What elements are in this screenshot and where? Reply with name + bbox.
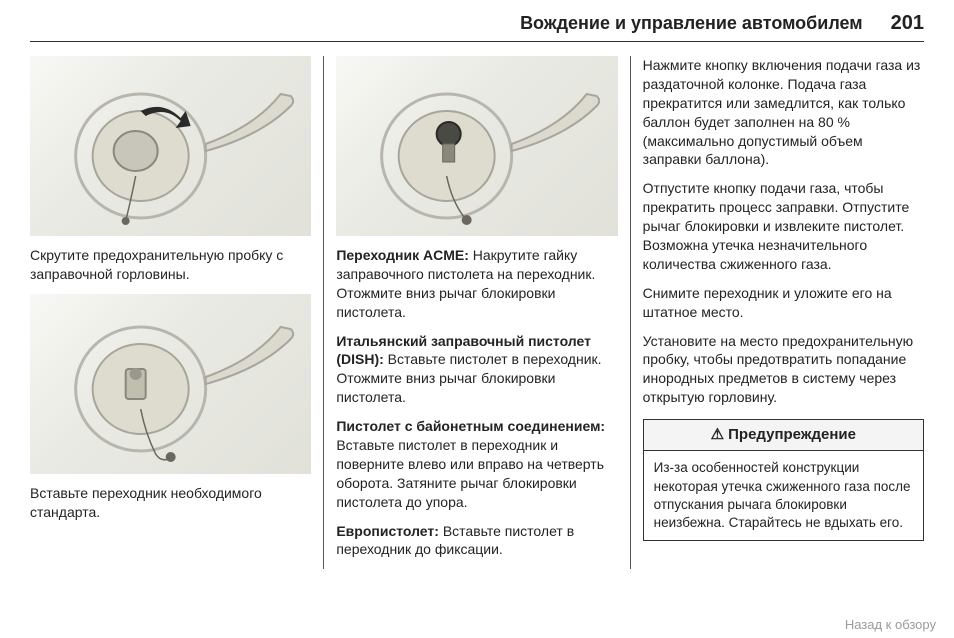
bold-acme: Переходник ACME: xyxy=(336,247,469,263)
para-remove-adapter: Снимите переходник и уложите его на штат… xyxy=(643,284,924,322)
para-dish: Итальянский заправочный пистолет (DISH):… xyxy=(336,332,617,408)
caption-insert-adapter: Вставьте переходник необходимого стандар… xyxy=(30,484,311,522)
bold-bayonet: Пистолет с байонетным соединением: xyxy=(336,418,605,434)
column-1: Скрутите предохранительную пробку с запр… xyxy=(30,56,323,569)
content-columns: Скрутите предохранительную пробку с запр… xyxy=(30,56,924,569)
warning-icon: ⚠ xyxy=(711,426,724,443)
page-number: 201 xyxy=(891,12,924,35)
bold-euro: Европистолет: xyxy=(336,523,439,539)
warning-box: ⚠Предупреждение Из-за особенностей конст… xyxy=(643,419,924,541)
para-replace-cap: Установите на место предохранительную пр… xyxy=(643,332,924,408)
warning-title: ⚠Предупреждение xyxy=(644,420,923,451)
warning-body: Из-за особенностей конструкции некоторая… xyxy=(644,451,923,540)
page-header: Вождение и управление автомобилем 201 xyxy=(30,12,924,42)
para-acme: Переходник ACME: Накрутите гайку заправо… xyxy=(336,246,617,322)
warning-title-text: Предупреждение xyxy=(728,426,856,443)
column-3: Нажмите кнопку включения подачи газа из … xyxy=(630,56,924,569)
text-bayonet: Вставьте пистолет в переходник и поверни… xyxy=(336,437,604,510)
para-release-button: Отпустите кнопку подачи газа, чтобы прек… xyxy=(643,179,924,273)
column-2: Переходник ACME: Накрутите гайку заправо… xyxy=(323,56,629,569)
figure-unscrew-cap xyxy=(30,56,311,236)
para-euro: Европистолет: Вставьте пистолет в перехо… xyxy=(336,522,617,560)
para-bayonet: Пистолет с байонетным соединением: Встав… xyxy=(336,417,617,511)
back-to-overview-link[interactable]: Назад к обзору xyxy=(845,617,936,632)
figure-insert-adapter xyxy=(30,294,311,474)
caption-unscrew: Скрутите предохранительную пробку с запр… xyxy=(30,246,311,284)
figure-adapter-fitted xyxy=(336,56,617,236)
section-title: Вождение и управление автомобилем xyxy=(520,13,863,34)
para-press-button: Нажмите кнопку включения подачи газа из … xyxy=(643,56,924,169)
